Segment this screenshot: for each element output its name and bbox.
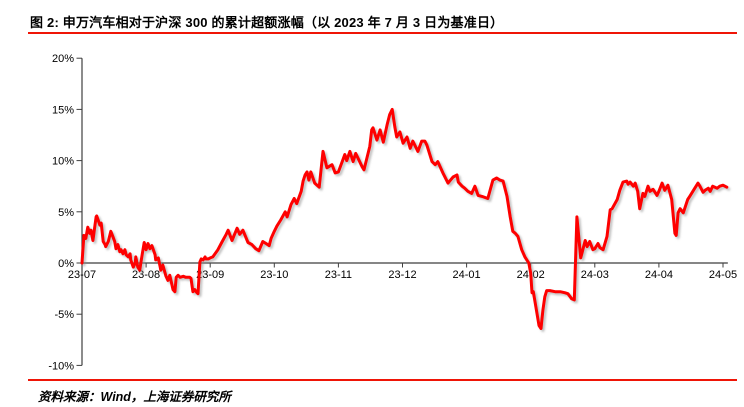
excess-return-series	[80, 107, 729, 330]
x-tick-label: 24-01	[453, 269, 481, 281]
y-tick-label: -5%	[54, 309, 74, 321]
x-tick-label: 24-03	[581, 269, 609, 281]
y-tick-label: 0%	[58, 258, 74, 270]
title-underline	[28, 32, 737, 34]
x-tick-label: 23-08	[132, 269, 160, 281]
x-tick-label: 23-12	[388, 269, 416, 281]
x-tick-label: 23-09	[196, 269, 224, 281]
y-tick-label: 10%	[52, 156, 74, 168]
x-tick-label: 24-04	[645, 269, 673, 281]
x-tick-label: 23-10	[260, 269, 288, 281]
source-note: 资料来源：Wind，上海证券研究所	[38, 390, 231, 404]
x-tick-label: 23-07	[68, 269, 96, 281]
footer-rule	[28, 379, 737, 381]
figure-title: 图 2: 申万汽车相对于沪深 300 的累计超额涨幅（以 2023 年 7 月 …	[30, 15, 504, 30]
y-tick-label: 20%	[52, 53, 74, 65]
y-tick-label: -10%	[48, 360, 74, 372]
x-tick-label: 24-05	[709, 269, 737, 281]
y-tick-label: 15%	[52, 104, 74, 116]
y-tick-label: 5%	[58, 207, 74, 219]
x-tick-label: 23-11	[325, 269, 352, 281]
